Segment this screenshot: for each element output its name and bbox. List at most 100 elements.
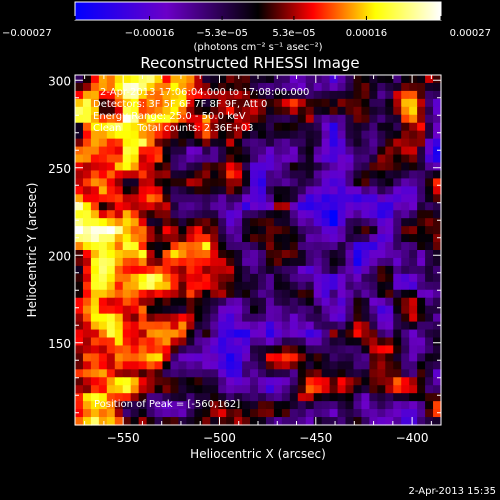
heatmap-cell [385, 385, 394, 394]
heatmap-cell [194, 138, 203, 148]
heatmap-cell [234, 170, 243, 179]
heatmap-cell [297, 337, 307, 347]
heatmap-cell [297, 234, 307, 243]
heatmap-cell [258, 162, 267, 172]
heatmap-cell [361, 226, 370, 235]
heatmap-cell [425, 321, 434, 331]
heatmap-cell [258, 409, 267, 418]
heatmap-cell [345, 409, 355, 418]
heatmap-cell [361, 265, 370, 275]
heatmap-cell [305, 162, 315, 172]
heatmap-cell [305, 146, 315, 156]
heatmap-cell [321, 329, 331, 339]
heatmap-cell [90, 409, 100, 418]
heatmap-cell [90, 106, 100, 116]
heatmap-cell [417, 114, 426, 124]
heatmap-cell [258, 130, 267, 140]
heatmap-cell [329, 273, 339, 283]
heatmap-cell [313, 345, 323, 354]
heatmap-cell [242, 218, 251, 227]
heatmap-cell [289, 226, 299, 235]
heatmap-cell [289, 186, 299, 195]
heatmap-cell [75, 194, 84, 203]
heatmap-cell [75, 393, 84, 402]
heatmap-cell [321, 194, 331, 203]
heatmap-cell [425, 138, 434, 148]
heatmap-cell [345, 281, 355, 291]
heatmap-cell [369, 377, 378, 386]
heatmap-cell [377, 154, 386, 164]
heatmap-cell [186, 178, 195, 187]
heatmap-cell [425, 130, 434, 140]
heatmap-cell [178, 106, 187, 116]
heatmap-cell [210, 273, 219, 283]
heatmap-cell [122, 146, 132, 156]
heatmap-cell [138, 257, 148, 267]
heatmap-cell [313, 393, 323, 402]
heatmap-cell [202, 289, 211, 299]
heatmap-cell [385, 417, 394, 426]
heatmap-cell [393, 329, 402, 339]
heatmap-cell [369, 210, 378, 219]
heatmap-cell [122, 138, 132, 148]
heatmap-cell [202, 377, 211, 386]
heatmap-cell [234, 289, 243, 299]
heatmap-cell [337, 257, 347, 267]
heatmap-cell [98, 393, 108, 402]
heatmap-cell [329, 146, 339, 156]
heatmap-cell [170, 369, 180, 378]
heatmap-cell [162, 377, 172, 386]
heatmap-cell [297, 417, 307, 426]
heatmap-cell [210, 130, 219, 140]
heatmap-cell [273, 218, 283, 227]
heatmap-cell [385, 90, 394, 100]
y-tick-label: 250 [48, 162, 71, 176]
heatmap-cell [138, 75, 148, 84]
heatmap-cell [210, 106, 219, 116]
heatmap-cell [297, 313, 307, 323]
heatmap-cell [385, 361, 394, 370]
heatmap-cell [122, 297, 132, 307]
heatmap-cell [114, 265, 124, 275]
heatmap-cell [90, 273, 100, 283]
heatmap-cell [250, 98, 259, 108]
heatmap-cell [273, 305, 283, 315]
heatmap-cell [258, 353, 267, 362]
heatmap-cell [178, 194, 187, 203]
heatmap-cell [305, 210, 315, 219]
heatmap-cell [305, 369, 315, 378]
heatmap-cell [186, 154, 195, 164]
heatmap-cell [170, 75, 180, 84]
heatmap-cell [162, 178, 172, 187]
heatmap-cell [281, 170, 291, 179]
heatmap-cell [170, 345, 180, 354]
heatmap-cell [250, 178, 259, 187]
heatmap-cell [329, 186, 339, 195]
heatmap-cell [329, 162, 339, 172]
heatmap-cell [329, 170, 339, 179]
heatmap-cell [250, 329, 259, 339]
heatmap-cell [82, 377, 92, 386]
heatmap-cell [281, 234, 291, 243]
heatmap-cell [409, 281, 418, 291]
heatmap-cell [385, 82, 394, 92]
heatmap-cell [401, 122, 410, 132]
heatmap-cell [186, 114, 195, 124]
heatmap-cell [162, 289, 172, 299]
heatmap-cell [146, 162, 156, 172]
heatmap-cell [409, 377, 418, 386]
heatmap-cell [250, 337, 259, 347]
heatmap-cell [433, 289, 442, 299]
heatmap-cell [242, 353, 251, 362]
heatmap-cell [194, 337, 203, 347]
heatmap-cell [234, 90, 243, 100]
heatmap-cell [194, 417, 203, 426]
heatmap-cell [345, 122, 355, 132]
heatmap-cell [138, 289, 148, 299]
heatmap-cell [202, 202, 211, 211]
heatmap-cell [90, 75, 100, 84]
heatmap-cell [82, 361, 92, 370]
heatmap-cell [226, 289, 235, 299]
heatmap-cell [138, 369, 148, 378]
heatmap-cell [433, 273, 442, 283]
